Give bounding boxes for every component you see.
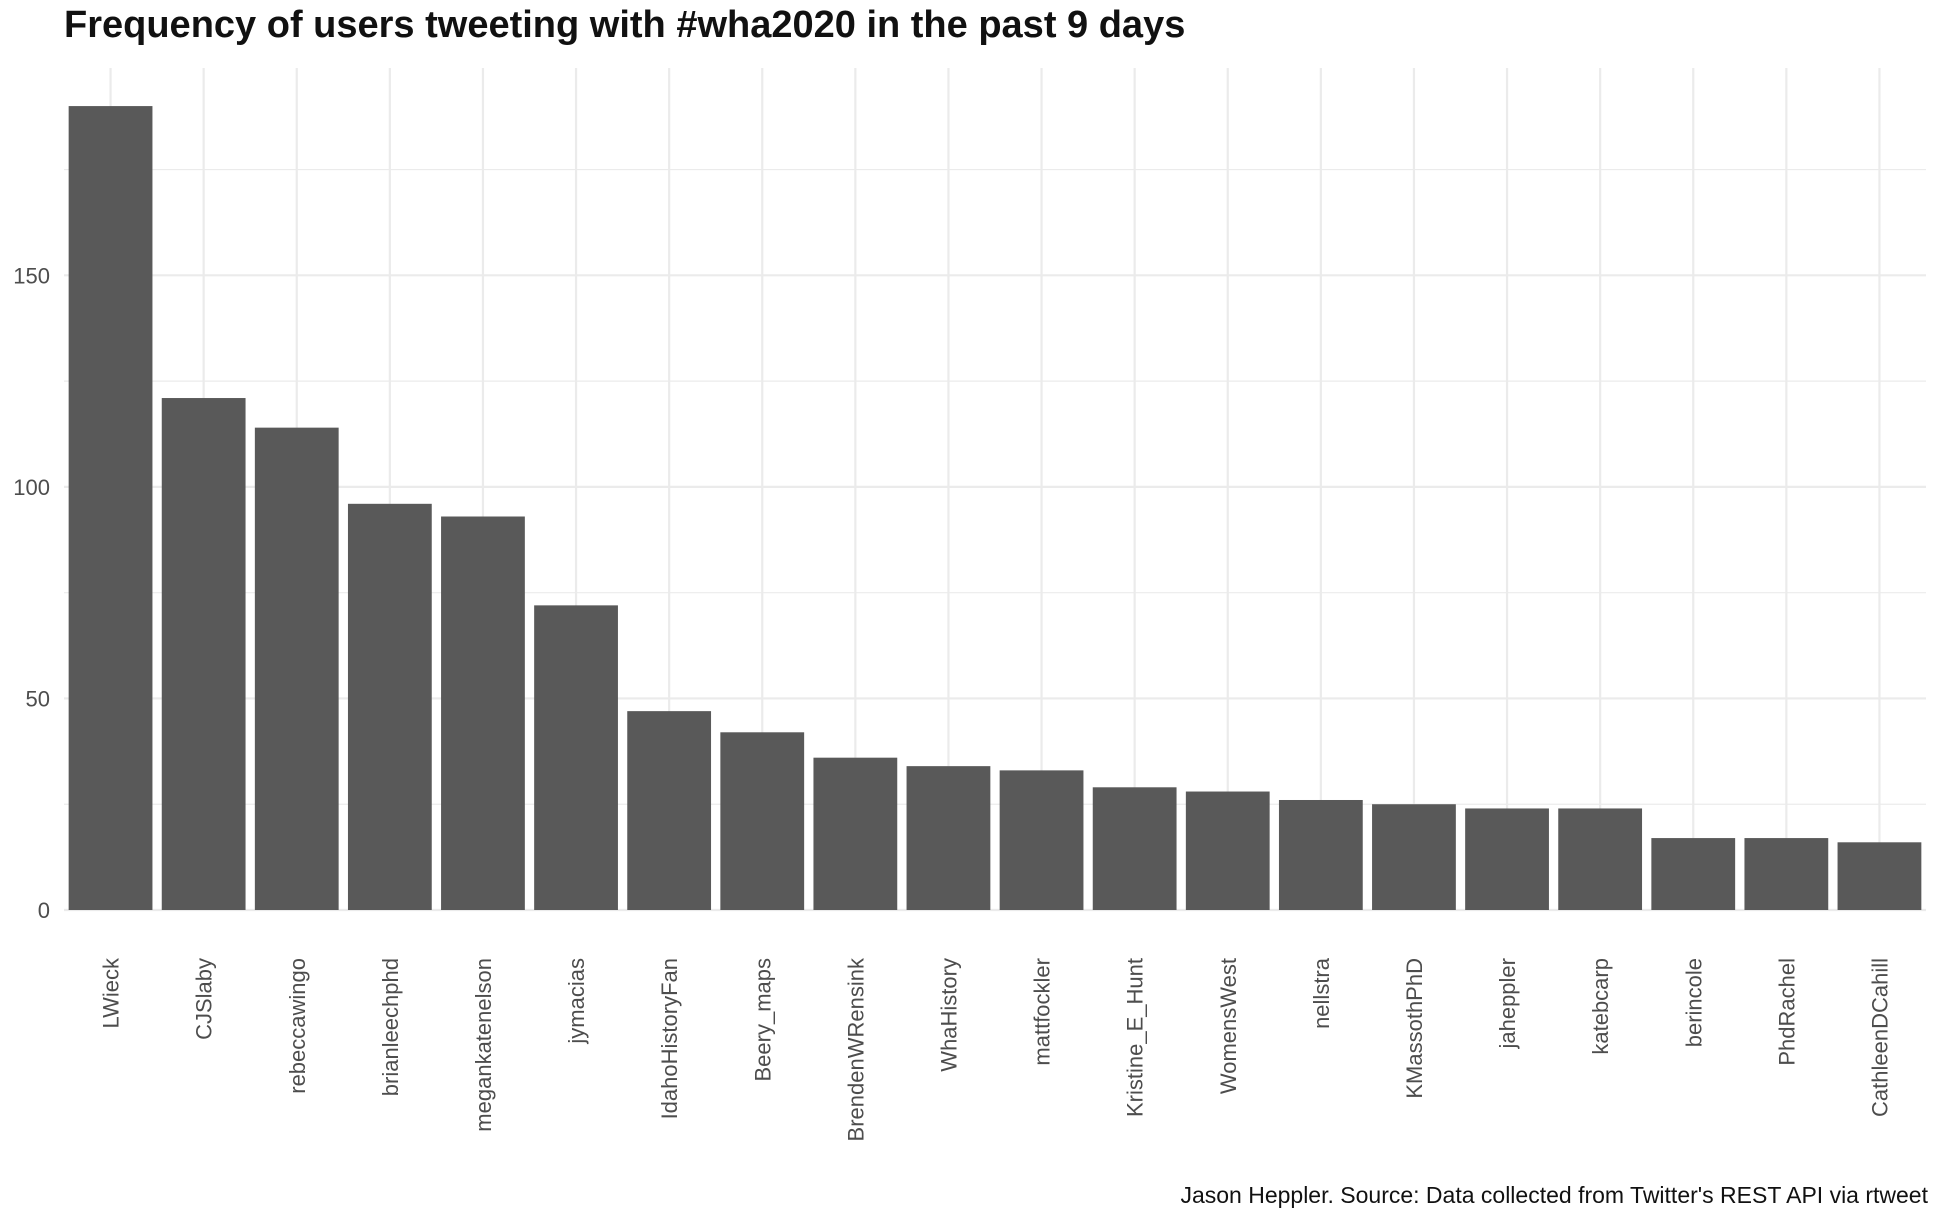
bar-cathleendcahill — [1837, 842, 1922, 910]
bar-brianleechphd — [347, 503, 432, 910]
x-tick-label: nellstra — [1309, 957, 1334, 1029]
x-tick-label: IdahoHistoryFan — [657, 958, 682, 1119]
x-tick-label: mattfockler — [1030, 958, 1055, 1066]
x-tick-label: jymacias — [564, 958, 589, 1045]
bar-womenswest — [1185, 791, 1270, 910]
x-tick-label: BrendenWRensink — [843, 957, 868, 1141]
y-tick-label: 150 — [13, 263, 50, 288]
x-tick-label: CJSlaby — [192, 958, 217, 1040]
bar-megankatenelson — [441, 516, 525, 910]
x-tick-label: WhaHistory — [936, 958, 961, 1072]
bar-whahistory — [906, 766, 991, 910]
x-tick-label: berincole — [1681, 958, 1706, 1047]
x-tick-label: PhdRachel — [1774, 958, 1799, 1066]
x-tick-label: Kristine_E_Hunt — [1123, 958, 1148, 1117]
bar-katebcarp — [1558, 808, 1643, 910]
bar-berincole — [1651, 838, 1736, 910]
chart-caption: Jason Heppler. Source: Data collected fr… — [1180, 1182, 1928, 1208]
y-axis-ticks: 0 50 100 150 — [13, 263, 50, 923]
bar-mattfockler — [999, 770, 1084, 910]
x-tick-label: CathleenDCahill — [1867, 958, 1892, 1117]
bar-nellstra — [1278, 799, 1363, 910]
bar-rebeccawingo — [254, 427, 339, 910]
x-tick-label: LWieck — [99, 957, 124, 1028]
bars — [68, 106, 1922, 911]
x-tick-label: Beery_maps — [750, 958, 775, 1082]
bar-lwieck — [68, 106, 153, 911]
x-tick-label: brianleechphd — [378, 958, 403, 1096]
x-tick-label: katebcarp — [1588, 958, 1613, 1055]
bar-phdrachel — [1744, 838, 1829, 910]
bar-cjslaby — [161, 398, 246, 910]
bar-kristine-e-hunt — [1092, 787, 1177, 910]
bar-jymacias — [534, 605, 618, 910]
x-axis-ticks: LWieck CJSlaby rebeccawingo brianleechphd me… — [99, 957, 1893, 1141]
x-tick-label: megankatenelson — [471, 958, 496, 1132]
grid-layer — [64, 68, 1926, 912]
y-tick-label: 50 — [26, 686, 50, 711]
x-tick-label: KMassothPhD — [1402, 958, 1427, 1099]
bar-idahohistoryfan — [627, 711, 712, 910]
bar-beery-maps — [720, 732, 805, 910]
bar-brendenwrensink — [813, 757, 898, 910]
bar-jaheppler — [1465, 808, 1549, 910]
x-tick-label: jaheppler — [1495, 958, 1520, 1050]
x-tick-label: rebeccawingo — [285, 958, 310, 1094]
y-tick-label: 0 — [38, 898, 50, 923]
y-tick-label: 100 — [13, 475, 50, 500]
x-tick-label: WomensWest — [1216, 958, 1241, 1094]
chart-title: Frequency of users tweeting with #wha202… — [64, 4, 1186, 46]
bar-kmassothphd — [1372, 804, 1456, 910]
